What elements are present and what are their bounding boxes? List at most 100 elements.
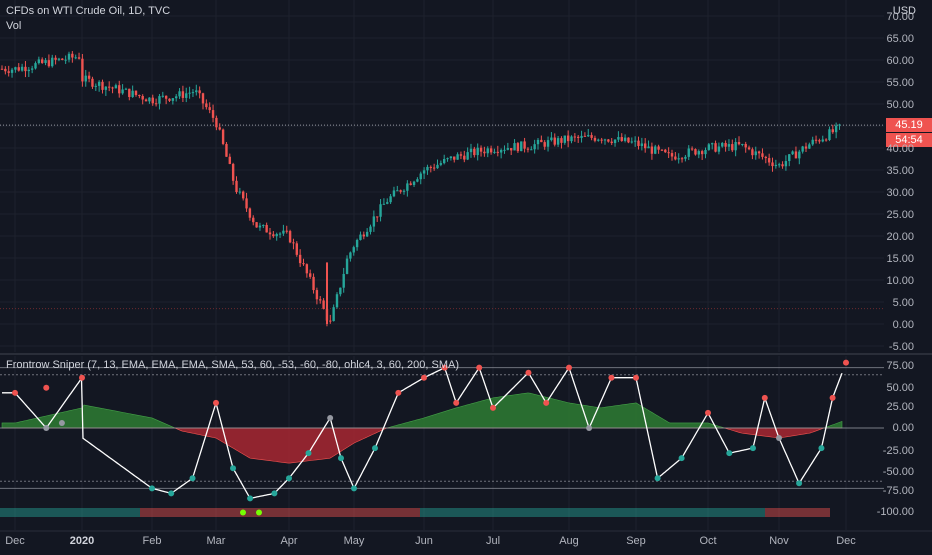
indicator-title[interactable]: Frontrow Sniper (7, 13, EMA, EMA, EMA, S… <box>6 359 460 371</box>
candle-body <box>476 147 479 156</box>
candle-body <box>804 146 808 149</box>
currency-label[interactable]: USD <box>892 5 916 17</box>
symbol-title[interactable]: CFDs on WTI Crude Oil, 1D, TVC <box>6 5 171 17</box>
candle-body <box>138 94 141 97</box>
signal-dot <box>230 465 237 472</box>
trend-strip-segment <box>205 508 420 517</box>
candle-body <box>436 164 439 169</box>
time-label: Dec <box>5 535 25 547</box>
countdown-tag: 54:54 <box>886 133 932 147</box>
candle-body <box>459 154 463 156</box>
time-label: Mar <box>206 535 226 547</box>
candle-body <box>268 232 272 235</box>
signal-dot <box>525 369 532 376</box>
candle-body <box>828 129 831 141</box>
time-label: Oct <box>699 535 717 547</box>
candle-body <box>168 98 171 101</box>
candle-body <box>751 149 754 156</box>
candle-body <box>516 143 520 152</box>
candle-body <box>30 68 34 70</box>
candle-body <box>272 234 275 237</box>
signal-dot <box>586 425 593 431</box>
candle-body <box>617 137 620 140</box>
price-tick: 50.00 <box>886 99 914 111</box>
candle-body <box>416 179 419 182</box>
candle-body <box>258 225 262 228</box>
candle-body <box>114 85 118 89</box>
candle-body <box>148 97 151 102</box>
candle-body <box>838 124 841 126</box>
candle-body <box>238 191 242 193</box>
candle-body <box>67 53 71 60</box>
candle-body <box>791 151 794 155</box>
candle-body <box>47 60 51 67</box>
candle-body <box>610 141 613 144</box>
candle-body <box>108 86 111 88</box>
candle-body <box>520 141 523 152</box>
candle-body <box>111 87 114 89</box>
candle-body <box>171 98 175 101</box>
candle-body <box>449 156 453 159</box>
candle-body <box>359 234 362 240</box>
indicator-tick: -75.00 <box>882 485 914 497</box>
histogram-area-positive <box>1 392 843 429</box>
candle-body <box>392 190 396 197</box>
candle-body <box>577 136 580 138</box>
time-label: Feb <box>142 535 162 547</box>
price-tick: 60.00 <box>886 55 914 67</box>
price-tick: 70.00 <box>886 11 914 23</box>
candle-body <box>17 67 20 71</box>
candle-body <box>453 156 456 160</box>
candle-body <box>627 137 630 143</box>
candle-body <box>215 117 218 128</box>
candle-body <box>724 142 727 147</box>
candle-body <box>493 151 496 153</box>
candle-body <box>677 158 680 160</box>
price-tick: 40.00 <box>886 143 914 155</box>
candle-body <box>426 166 429 171</box>
time-label: Apr <box>280 535 298 547</box>
candle-body <box>242 191 245 199</box>
candle-body <box>188 92 191 94</box>
candle-body <box>94 85 97 87</box>
signal-dot <box>79 374 85 381</box>
price-tick: 10.00 <box>886 275 914 287</box>
candle-body <box>402 190 406 192</box>
signal-dot <box>149 485 155 492</box>
candle-body <box>533 144 536 150</box>
candle-body <box>34 63 37 69</box>
candle-body <box>141 96 144 100</box>
candle-body <box>389 196 392 203</box>
candle-body <box>329 320 332 322</box>
candle-body <box>607 139 610 142</box>
signal-dot <box>395 389 402 396</box>
candle-body <box>198 90 201 94</box>
time-label-year: 2020 <box>69 535 95 547</box>
signal-dot <box>726 450 733 457</box>
candle-body <box>245 198 248 209</box>
candle-body <box>362 234 365 237</box>
candle-body <box>556 138 560 145</box>
signal-dot <box>678 455 685 462</box>
candle-body <box>510 148 513 151</box>
candle-body <box>87 75 91 79</box>
candle-body <box>603 139 607 141</box>
candle-body <box>97 81 101 86</box>
candle-body <box>640 143 644 146</box>
candle-body <box>443 159 446 164</box>
candle-body <box>315 290 319 300</box>
signal-dot <box>843 359 849 366</box>
indicator-tick: 25.00 <box>886 401 914 413</box>
signal-dot <box>58 419 65 426</box>
signal-dot <box>818 445 825 452</box>
candle-body <box>61 58 64 60</box>
indicator-tick: -50.00 <box>882 466 914 478</box>
signal-dot <box>441 364 448 371</box>
candle-body <box>195 90 198 93</box>
price-tick: 5.00 <box>892 297 914 309</box>
signal-dot <box>12 389 18 396</box>
signal-dot <box>453 399 460 406</box>
candle-body <box>342 273 345 288</box>
